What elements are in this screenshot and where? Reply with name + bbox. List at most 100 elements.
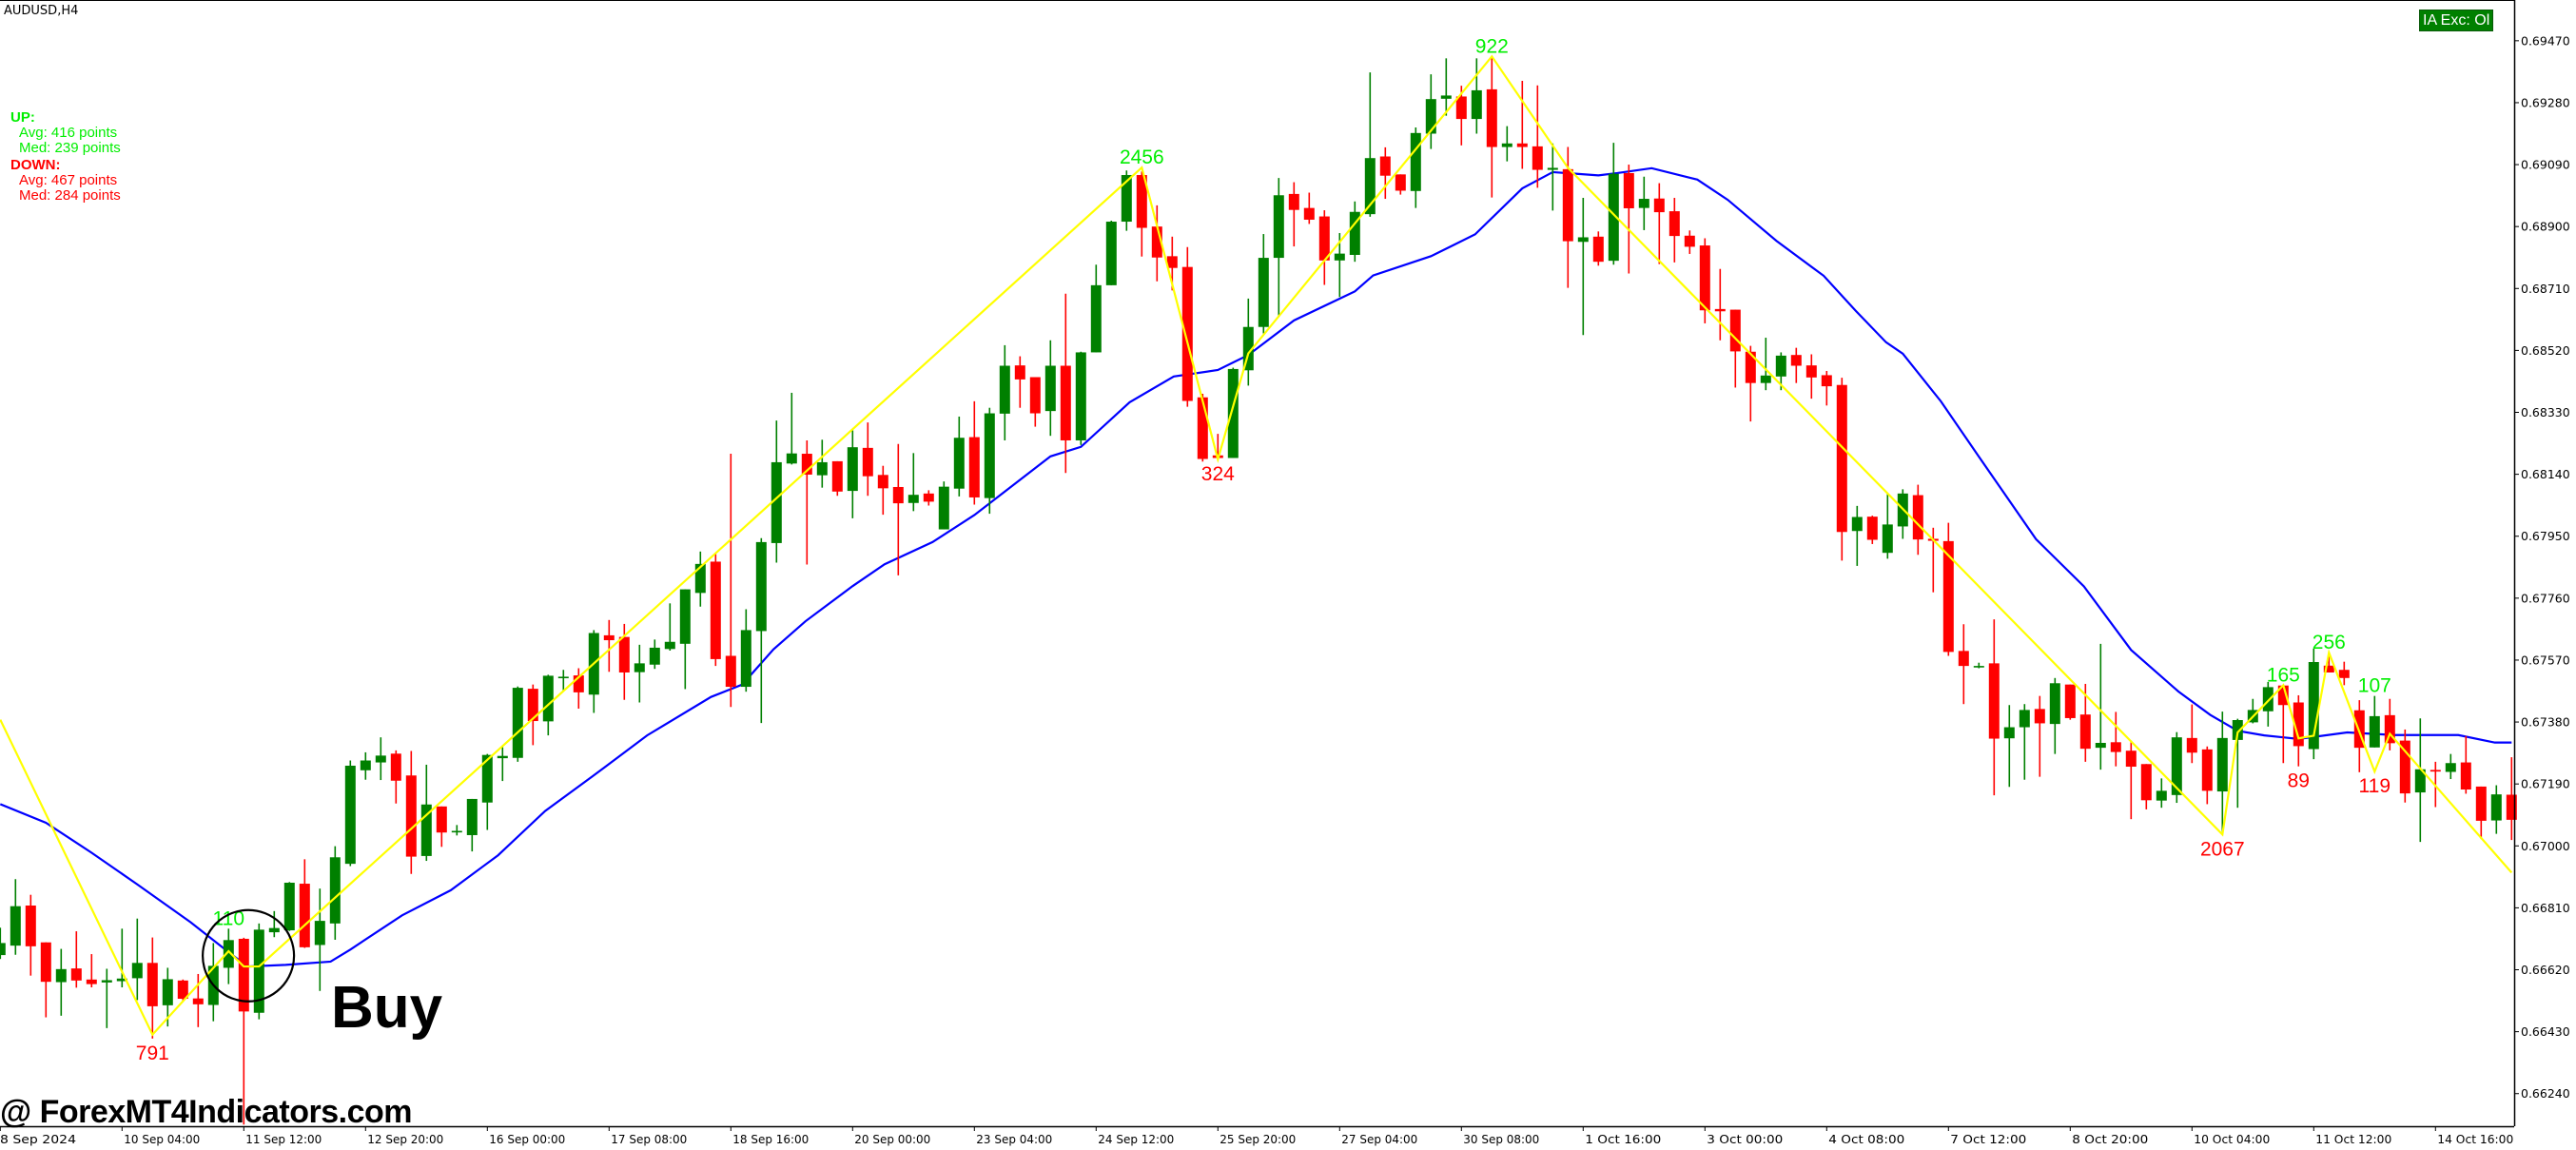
candle-bullish <box>10 879 21 955</box>
candle-bearish <box>1805 354 1817 400</box>
candle-body <box>2110 742 2121 752</box>
candle-bearish <box>436 806 447 848</box>
candle-bullish <box>2490 785 2502 834</box>
candle-bullish <box>2262 681 2274 727</box>
candle-body <box>2201 749 2213 791</box>
candle-body <box>1866 517 1878 540</box>
swing-low-label: 2067 <box>2200 838 2245 860</box>
candle-body <box>1532 146 1543 170</box>
time-tick-label: 18 Sep 16:00 <box>732 1133 809 1146</box>
candle-bearish <box>1958 624 1969 705</box>
candle-bullish <box>1851 505 1863 566</box>
candle-body <box>755 541 767 632</box>
candle-bearish <box>968 400 980 505</box>
swing-low-label: 119 <box>2359 775 2391 797</box>
candle-body <box>2079 714 2091 750</box>
candle-body <box>55 968 67 983</box>
candle-bullish <box>816 439 828 488</box>
ma-exc-badge[interactable]: IA Exc: Ol <box>2419 10 2494 31</box>
candle-bearish <box>1151 205 1162 282</box>
candle-body <box>664 641 675 650</box>
swing-low-label: 89 <box>2288 770 2310 792</box>
candle-bullish <box>314 888 325 991</box>
candle-bearish <box>877 465 888 516</box>
candle-bullish <box>329 846 341 940</box>
candle-body <box>740 630 751 688</box>
candle-bearish <box>1318 210 1330 285</box>
candle-bearish <box>192 973 204 1027</box>
time-tick-label: 23 Sep 04:00 <box>976 1133 1052 1146</box>
candle-body <box>1729 309 1741 352</box>
candle-bearish <box>1821 370 1832 406</box>
candle-bearish <box>1395 174 1406 195</box>
candle-body <box>238 938 249 1012</box>
candle-bullish <box>1334 233 1345 298</box>
candle-body <box>116 978 127 982</box>
candle-body <box>1060 365 1071 440</box>
candle-body <box>618 636 630 672</box>
price-tick-label: 0.67380 <box>2521 715 2570 730</box>
candle-bullish <box>375 737 386 781</box>
candle-body <box>1349 211 1360 255</box>
candle-body <box>2293 702 2304 747</box>
candle-bearish <box>2064 684 2076 720</box>
candle-body <box>146 963 158 1006</box>
candle-bullish <box>1410 127 1421 208</box>
candle-body <box>1364 158 1376 215</box>
candle-body <box>2034 709 2045 724</box>
candle-bearish <box>2125 740 2137 820</box>
candle-body <box>2140 764 2152 801</box>
candle-body <box>1410 132 1421 191</box>
candle-body <box>223 940 234 968</box>
candle-bullish <box>1364 72 1376 217</box>
candle-bullish <box>634 644 645 703</box>
candle-bearish <box>146 937 158 1039</box>
candle-bullish <box>481 753 493 830</box>
candle-bearish <box>2399 729 2410 803</box>
candle-body <box>1471 89 1482 120</box>
candle-body <box>481 754 493 803</box>
candle-body <box>1197 397 1208 459</box>
candle-body <box>816 461 828 476</box>
price-tick-label: 0.66620 <box>2521 963 2570 977</box>
candle-body <box>2445 763 2456 772</box>
candle-bullish <box>786 392 797 465</box>
time-tick-label: 3 Oct 00:00 <box>1707 1133 1783 1146</box>
candle-body <box>162 979 173 1005</box>
candle-bullish <box>2308 648 2319 760</box>
candle-bearish <box>1790 347 1802 383</box>
time-tick-label: 25 Sep 20:00 <box>1220 1133 1296 1146</box>
time-tick-label: 20 Sep 00:00 <box>854 1133 930 1146</box>
candle-body <box>1075 352 1086 440</box>
time-tick-label: 12 Sep 20:00 <box>367 1133 443 1146</box>
candle-body <box>1151 226 1162 258</box>
candle-bearish <box>710 553 721 667</box>
candle-body <box>2460 762 2471 789</box>
candle-bullish <box>1242 298 1254 386</box>
candle-body <box>2262 687 2274 711</box>
candle-body <box>603 634 615 641</box>
up-title: UP: <box>10 109 35 126</box>
candle-body <box>953 438 965 489</box>
candle-bearish <box>1714 268 1726 341</box>
candle-body <box>2003 727 2015 739</box>
price-tick-label: 0.66430 <box>2521 1024 2570 1039</box>
candle-body <box>923 493 934 502</box>
price-tick-label: 0.69090 <box>2521 158 2570 172</box>
candle-body <box>1273 195 1284 259</box>
candle-body <box>542 675 554 722</box>
candle-body <box>1014 365 1025 380</box>
candle-body <box>101 980 112 983</box>
candle-body <box>938 486 949 530</box>
candle-body <box>1699 245 1710 311</box>
candle-body <box>2049 683 2060 725</box>
candle-body <box>907 495 919 503</box>
candle-body <box>1547 167 1558 170</box>
candle-body <box>1501 143 1512 147</box>
candle-body <box>1942 540 1954 653</box>
candle-body <box>1562 168 1573 242</box>
candle-bearish <box>603 619 615 672</box>
candle-bullish <box>907 453 919 512</box>
candle-bullish <box>557 670 569 692</box>
